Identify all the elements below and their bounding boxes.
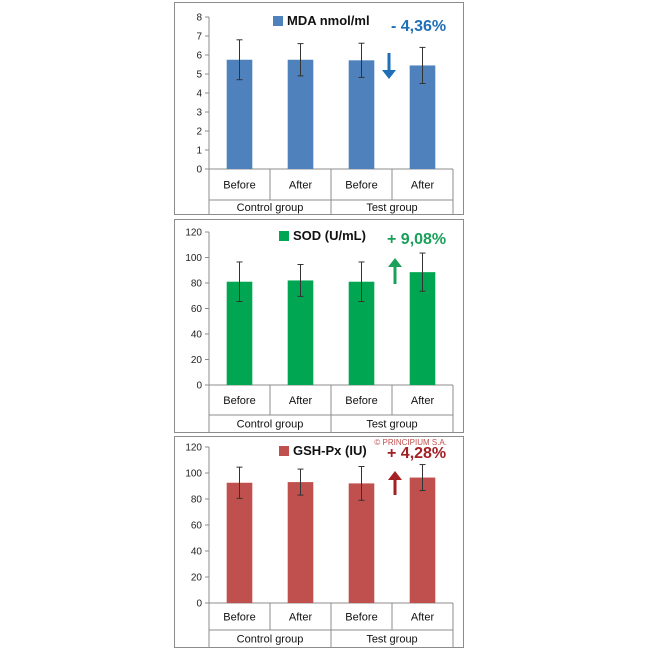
- gsh-px-y-tick-label: 0: [196, 599, 202, 610]
- mda-legend-label: MDA nmol/ml: [287, 13, 370, 28]
- gsh-px-y-tick-label: 60: [191, 521, 203, 532]
- mda-y-tick-label: 0: [196, 165, 202, 176]
- sod-legend-key: [279, 231, 289, 241]
- gsh-px-category-label-3: Before: [345, 612, 377, 624]
- mda-group-label-2: Test group: [366, 202, 417, 214]
- gsh-px-change-label: + 4,28%: [387, 445, 446, 462]
- sod-arrow-up-icon: [388, 258, 402, 284]
- gsh-px-y-tick-label: 100: [185, 469, 202, 480]
- gsh-px-legend-label: GSH-Px (IU): [293, 443, 367, 458]
- gsh-px-group-label-1: Control group: [237, 634, 304, 646]
- mda-chart-panel: 0 1 2 3 4 5 6 7 8 Before After Before After Control g…: [174, 2, 464, 215]
- mda-change-label: - 4,36%: [391, 18, 446, 35]
- gsh-px-category-label-2: After: [289, 612, 313, 624]
- gsh-px-y-tick-label: 20: [191, 573, 203, 584]
- gsh-px-bar-4: [409, 477, 436, 603]
- mda-y-tick-label: 7: [196, 32, 202, 43]
- gsh-px-bar-1: [226, 482, 253, 603]
- sod-legend-label: SOD (U/mL): [293, 228, 366, 243]
- gsh-px-chart-panel: 0 20 40 60 80 100 120 Before After Before After Con…: [174, 436, 464, 648]
- mda-category-label-4: After: [411, 180, 435, 192]
- mda-category-label-3: Before: [345, 180, 377, 192]
- mda-bar-2: [287, 59, 314, 169]
- gsh-px-category-label-4: After: [411, 612, 435, 624]
- sod-change-label: + 9,08%: [387, 231, 446, 248]
- sod-y-tick-label: 20: [191, 355, 203, 366]
- gsh-px-legend-key: [279, 446, 289, 456]
- sod-bar-2: [287, 280, 314, 385]
- sod-category-label-2: After: [289, 395, 313, 407]
- sod-category-label-3: Before: [345, 395, 377, 407]
- sod-group-label-2: Test group: [366, 419, 417, 431]
- mda-category-label-1: Before: [223, 180, 255, 192]
- sod-y-tick-label: 120: [185, 228, 202, 239]
- sod-y-tick-label: 40: [191, 330, 203, 341]
- sod-chart-panel: 0 20 40 60 80 100 120 Before After Before After Con…: [174, 219, 464, 433]
- gsh-px-y-tick-label: 80: [191, 495, 203, 506]
- gsh-px-arrow-up-icon: [388, 471, 402, 495]
- sod-category-label-4: After: [411, 395, 435, 407]
- mda-y-tick-label: 6: [196, 51, 202, 62]
- sod-y-tick-label: 60: [191, 304, 203, 315]
- mda-y-tick-label: 3: [196, 108, 202, 119]
- gsh-px-chart: 0 20 40 60 80 100 120 Before After Before After Con…: [185, 443, 454, 647]
- gsh-px-group-label-2: Test group: [366, 634, 417, 646]
- sod-category-label-1: Before: [223, 395, 255, 407]
- mda-bar-3: [348, 60, 375, 169]
- mda-chart: 0 1 2 3 4 5 6 7 8 Before After Before After Control g…: [196, 13, 454, 214]
- mda-y-tick-label: 4: [196, 89, 202, 100]
- sod-y-tick-label: 100: [185, 253, 202, 264]
- mda-group-label-1: Control group: [237, 202, 304, 214]
- gsh-px-y-tick-label: 120: [185, 443, 202, 454]
- gsh-px-bar-3: [348, 483, 375, 603]
- gsh-px-y-tick-label: 40: [191, 547, 203, 558]
- sod-y-tick-label: 80: [191, 279, 203, 290]
- gsh-px-bar-2: [287, 482, 314, 603]
- mda-category-label-2: After: [289, 180, 313, 192]
- gsh-px-category-label-1: Before: [223, 612, 255, 624]
- mda-legend-key: [273, 16, 283, 26]
- mda-y-tick-label: 5: [196, 70, 202, 81]
- sod-y-tick-label: 0: [196, 381, 202, 392]
- mda-y-tick-label: 1: [196, 146, 202, 157]
- copyright-notice: © PRINCIPIUM S.A.: [374, 438, 447, 447]
- sod-chart: 0 20 40 60 80 100 120 Before After Before After Con…: [185, 228, 454, 432]
- mda-y-tick-label: 2: [196, 127, 202, 138]
- mda-arrow-down-icon: [382, 53, 396, 79]
- sod-group-label-1: Control group: [237, 419, 304, 431]
- mda-y-tick-label: 8: [196, 13, 202, 24]
